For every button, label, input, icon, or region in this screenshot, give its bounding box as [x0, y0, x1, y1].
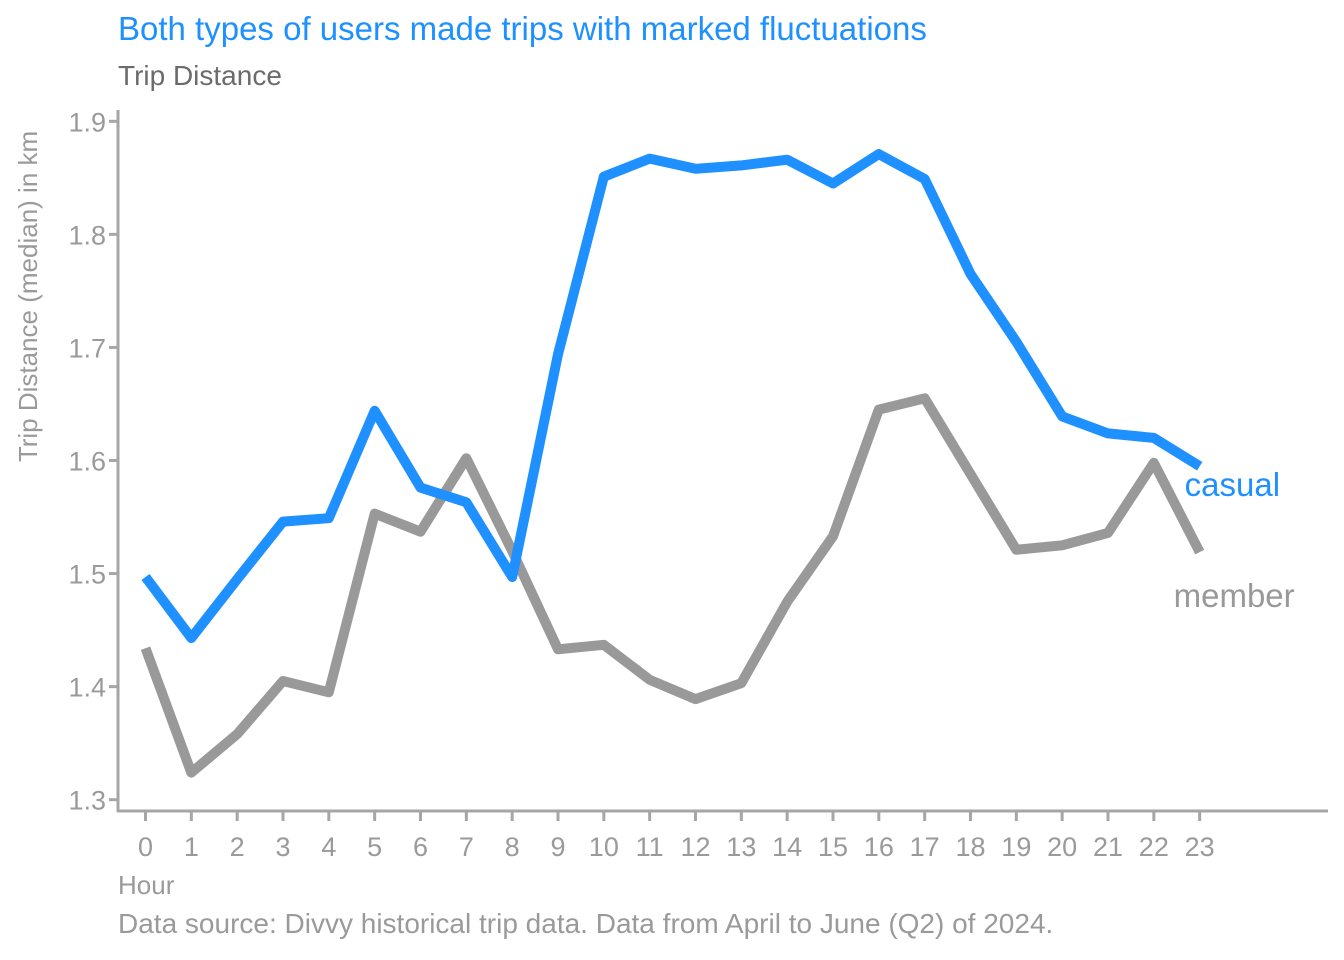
- x-tick-label: 4: [321, 832, 336, 862]
- chart-subtitle: Trip Distance: [118, 60, 282, 91]
- x-tick-label: 7: [459, 832, 474, 862]
- x-tick: 8: [505, 811, 520, 862]
- x-tick-label: 5: [367, 832, 382, 862]
- x-tick: 16: [864, 811, 894, 862]
- y-tick: 1.4: [68, 673, 118, 703]
- x-tick-label: 12: [680, 832, 710, 862]
- x-tick-label: 6: [413, 832, 428, 862]
- y-tick: 1.7: [68, 333, 118, 363]
- x-tick-label: 0: [138, 832, 153, 862]
- y-tick: 1.3: [68, 786, 118, 816]
- x-tick: 13: [726, 811, 756, 862]
- x-tick: 15: [818, 811, 848, 862]
- x-tick-label: 13: [726, 832, 756, 862]
- x-tick: 17: [910, 811, 940, 862]
- x-tick: 7: [459, 811, 474, 862]
- x-tick-label: 1: [184, 832, 199, 862]
- x-tick-label: 8: [505, 832, 520, 862]
- x-tick-label: 22: [1139, 832, 1169, 862]
- x-tick: 14: [772, 811, 802, 862]
- series-line-member: [140, 393, 1205, 778]
- series-label-casual: casual: [1185, 466, 1280, 503]
- x-tick-label: 16: [864, 832, 894, 862]
- y-tick-label: 1.5: [68, 560, 106, 590]
- x-tick-label: 3: [275, 832, 290, 862]
- y-tick: 1.8: [68, 220, 118, 250]
- y-tick-label: 1.8: [68, 220, 106, 250]
- x-tick: 22: [1139, 811, 1169, 862]
- x-tick-label: 11: [636, 832, 664, 862]
- x-tick-label: 2: [230, 832, 245, 862]
- x-tick-label: 17: [910, 832, 940, 862]
- x-tick: 20: [1047, 811, 1077, 862]
- x-tick: 9: [550, 811, 566, 862]
- y-tick: 1.6: [68, 447, 118, 477]
- x-tick-label: 19: [1001, 832, 1031, 862]
- chart-title: Both types of users made trips with mark…: [118, 10, 927, 47]
- y-tick-label: 1.9: [68, 107, 106, 137]
- y-tick-label: 1.7: [68, 333, 106, 363]
- x-tick-label: 10: [589, 832, 619, 862]
- x-tick: 23: [1185, 811, 1215, 862]
- x-tick: 0: [138, 811, 153, 862]
- x-tick: 5: [367, 811, 382, 862]
- x-tick-label: 18: [955, 832, 985, 862]
- x-tick: 4: [321, 811, 336, 862]
- y-tick: 1.5: [68, 560, 118, 590]
- x-tick: 18: [955, 811, 986, 862]
- y-axis-title: Trip Distance (median) in km: [13, 131, 43, 462]
- y-tick-label: 1.6: [68, 447, 106, 477]
- x-tick-label: 23: [1185, 832, 1215, 862]
- x-tick: 11: [636, 811, 664, 862]
- chart-caption: Data source: Divvy historical trip data.…: [118, 908, 1054, 939]
- x-tick-label: 9: [550, 832, 565, 862]
- x-tick: 10: [589, 811, 619, 862]
- x-tick-label: 14: [772, 832, 802, 862]
- x-tick: 3: [275, 811, 291, 862]
- series-label-member: member: [1174, 577, 1295, 614]
- x-tick: 19: [1001, 811, 1031, 862]
- x-tick-label: 20: [1047, 832, 1077, 862]
- x-tick: 21: [1093, 811, 1123, 862]
- y-tick-label: 1.3: [68, 786, 106, 816]
- x-tick: 6: [413, 811, 428, 862]
- x-tick-label: 15: [818, 832, 848, 862]
- x-tick: 2: [230, 811, 245, 862]
- series-line-casual: [141, 149, 1203, 643]
- y-tick: 1.9: [68, 107, 118, 137]
- x-tick-label: 21: [1093, 832, 1123, 862]
- x-axis-title: Hour: [118, 870, 175, 900]
- y-tick-label: 1.4: [68, 673, 106, 703]
- x-tick: 12: [680, 811, 711, 862]
- x-tick: 1: [184, 811, 199, 862]
